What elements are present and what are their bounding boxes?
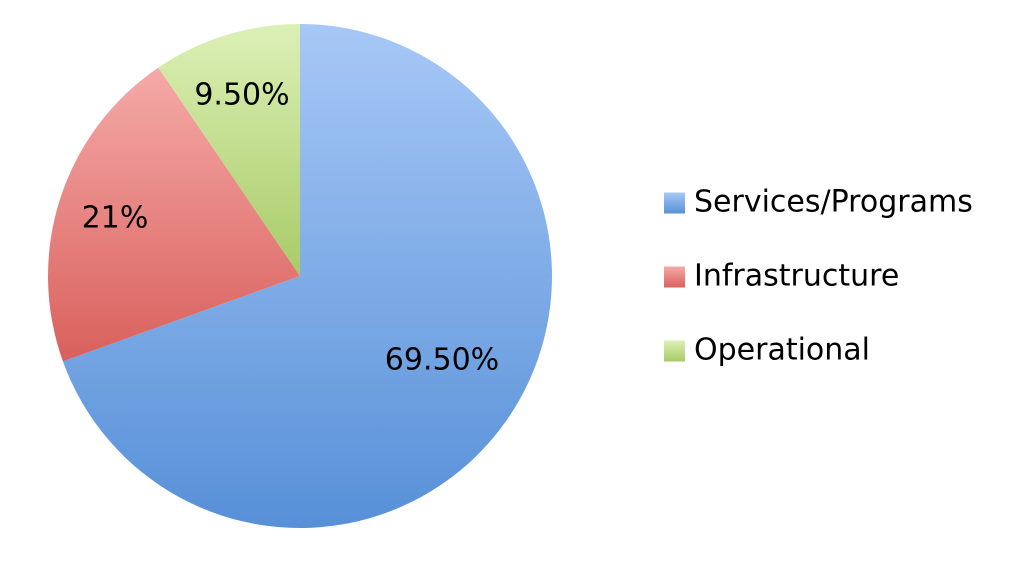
legend-swatch-operational (664, 340, 685, 362)
legend: Services/Programs Infrastructure Operation… (664, 185, 973, 368)
legend-swatch-services-programs (664, 192, 685, 214)
slice-label-services-programs: 69.50% (385, 343, 499, 378)
legend-label-infrastructure: Infrastructure (694, 259, 899, 294)
slice-label-operational: 9.50% (194, 78, 289, 113)
pie-slice-labels: 69.50% 21% 9.50% (82, 78, 500, 378)
legend-label-operational: Operational (694, 333, 870, 368)
pie-slices (47, 24, 552, 528)
pie-slice-operational (158, 24, 300, 276)
legend-label-services-programs: Services/Programs (694, 185, 973, 220)
slice-label-infrastructure: 21% (82, 201, 149, 236)
legend-swatch-infrastructure (664, 266, 685, 288)
pie-slice-infrastructure (47, 67, 301, 362)
pie-slice-services-programs (62, 24, 552, 528)
